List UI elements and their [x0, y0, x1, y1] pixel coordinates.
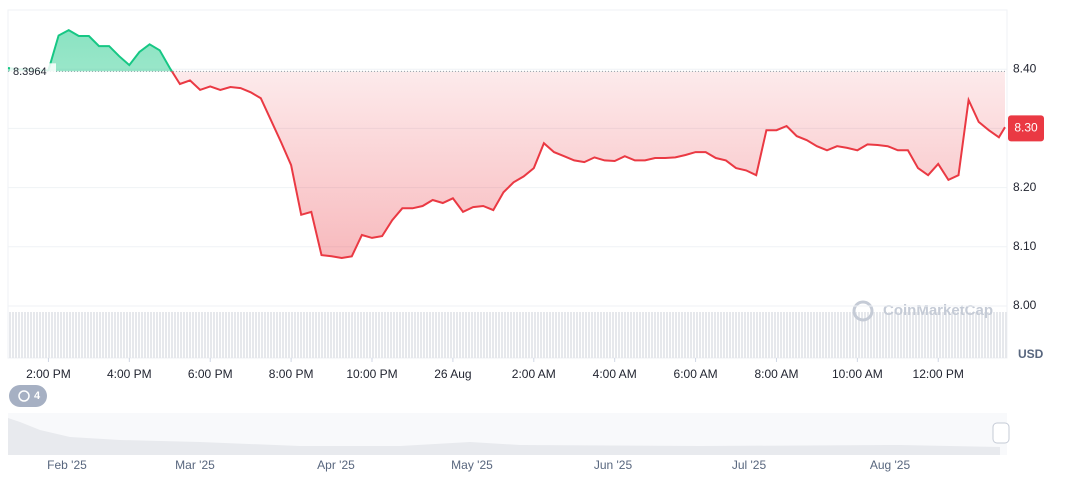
x-tick-label: 2:00 PM — [26, 367, 71, 381]
navigator-label: Jun '25 — [594, 458, 633, 472]
x-tick-label: 8:00 AM — [754, 367, 798, 381]
current-price-tag — [1008, 115, 1044, 142]
watermark-text: CoinMarketCap — [883, 302, 993, 319]
x-tick-label: 10:00 AM — [832, 367, 883, 381]
line-below — [37, 71, 1006, 260]
baseline-label-bg — [10, 63, 56, 80]
navigator-label: Aug '25 — [870, 458, 911, 472]
y-tick-label: 8.40 — [1013, 61, 1037, 75]
x-tick-label: 4:00 AM — [593, 367, 637, 381]
x-tick-label: 26 Aug — [434, 367, 471, 381]
x-tick-label: 12:00 PM — [913, 367, 964, 381]
navigator-label: Feb '25 — [47, 458, 87, 472]
badge-count: 4 — [34, 390, 41, 402]
navigator-label: Apr '25 — [317, 458, 355, 472]
y-tick-label: 8.00 — [1013, 298, 1037, 312]
x-tick-label: 2:00 AM — [512, 367, 556, 381]
navigator-label: May '25 — [451, 458, 493, 472]
y-tick-label: 8.10 — [1013, 239, 1037, 253]
x-tick-label: 4:00 PM — [107, 367, 152, 381]
y-tick-label: 8.20 — [1013, 180, 1037, 194]
area-above — [8, 30, 172, 72]
x-tick-label: 6:00 AM — [674, 367, 718, 381]
current-price-label: 8.30 — [1014, 121, 1038, 135]
x-tick-label: 6:00 PM — [188, 367, 233, 381]
baseline-label: 8.3964 — [13, 66, 47, 78]
x-tick-label: 10:00 PM — [346, 367, 397, 381]
navigator[interactable] — [8, 413, 1010, 455]
x-tick-label: 8:00 PM — [269, 367, 314, 381]
history-badge[interactable]: 4 — [9, 385, 47, 407]
navigator-label: Jul '25 — [732, 458, 767, 472]
volume-band — [8, 312, 1007, 358]
area-below — [8, 71, 1005, 258]
y-unit: USD — [1018, 347, 1044, 361]
navigator-label: Mar '25 — [175, 458, 215, 472]
